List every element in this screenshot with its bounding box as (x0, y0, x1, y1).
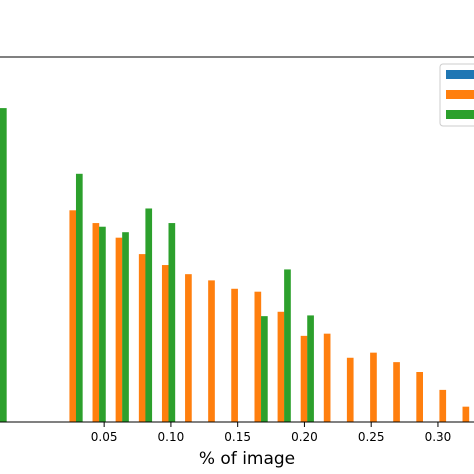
x-tick-label-1: 0.10 (158, 430, 185, 444)
bar-partial-edge (0, 108, 7, 422)
bar-series-2-point-0 (75, 173, 83, 422)
bar-series-1-point-13 (370, 352, 377, 422)
bar-series-2-point-2 (122, 232, 129, 422)
bars-layer (0, 108, 470, 422)
bar-series-2-point-6 (284, 269, 291, 422)
bar-series-1-point-2 (115, 237, 123, 422)
bar-series-1-point-12 (346, 357, 354, 422)
legend (439, 63, 474, 127)
bar-series-1-point-14 (393, 362, 400, 422)
bar-series-1-point-7 (231, 288, 238, 422)
legend-swatch-0 (446, 70, 474, 79)
bar-series-2-point-1 (99, 226, 106, 422)
bar-series-1-point-8 (254, 291, 262, 422)
bar-series-2-point-4 (168, 223, 176, 422)
bar-series-1-point-3 (138, 254, 146, 422)
bar-series-1-point-9 (277, 311, 285, 422)
bar-series-1-point-1 (92, 223, 100, 422)
legend-swatch-1 (446, 90, 474, 99)
x-tick-label-0: 0.05 (91, 430, 118, 444)
bar-series-1-point-5 (185, 274, 192, 422)
x-axis-label: % of image (199, 449, 295, 469)
bar-series-1-point-17 (462, 406, 470, 422)
bar-series-2-point-5 (261, 316, 268, 422)
bar-series-1-point-0 (69, 210, 77, 422)
bar-series-1-point-11 (323, 333, 331, 422)
bar-series-2-point-7 (307, 315, 314, 422)
legend-swatch-2 (446, 110, 474, 119)
bar-series-1-point-6 (208, 280, 215, 422)
x-tick-label-2: 0.15 (224, 430, 251, 444)
x-tick-label-4: 0.25 (358, 430, 385, 444)
x-tick-label-3: 0.20 (291, 430, 318, 444)
x-ticks-layer: 0.05 0.10 0.15 0.20 0.25 0.30 (91, 422, 452, 444)
bar-series-1-point-15 (416, 372, 423, 422)
bar-series-2-point-3 (145, 208, 153, 422)
axes-layer (0, 56, 474, 423)
bar-series-1-point-16 (439, 389, 447, 422)
x-tick-label-5: 0.30 (425, 430, 452, 444)
bar-series-1-point-10 (300, 335, 308, 422)
bar-series-1-point-4 (161, 265, 169, 422)
